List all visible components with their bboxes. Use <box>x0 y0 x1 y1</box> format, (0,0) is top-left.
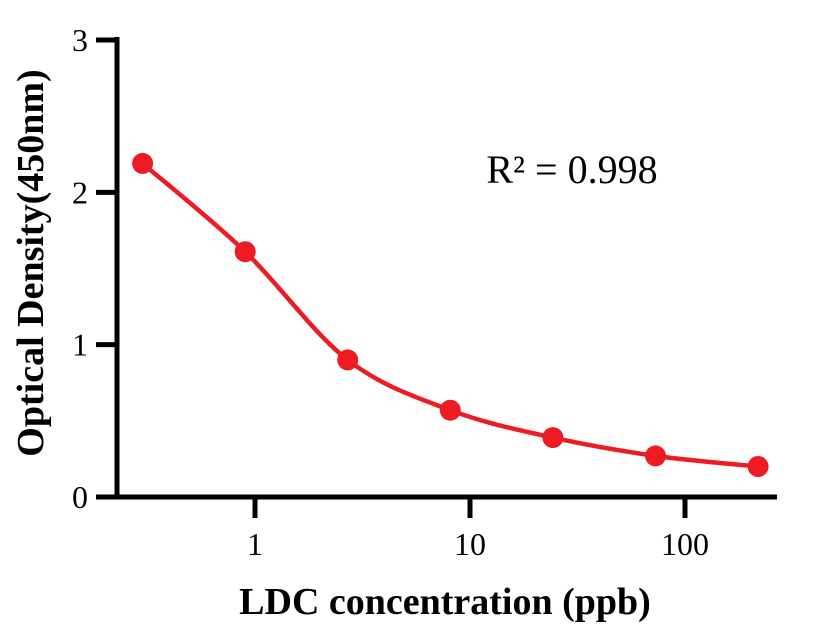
data-point-marker <box>132 152 154 174</box>
x-axis-title: LDC concentration (ppb) <box>239 581 651 623</box>
tick-labels: 0 1 2 3 1 10 100 <box>72 22 709 562</box>
data-points <box>132 152 769 477</box>
y-tick-label: 2 <box>72 174 88 210</box>
x-tick-label: 1 <box>247 526 263 562</box>
fit-curve-line <box>140 161 761 469</box>
data-point-marker <box>542 427 564 449</box>
y-tick-label: 3 <box>72 22 88 58</box>
x-tick-label: 10 <box>454 526 486 562</box>
axes <box>96 37 777 518</box>
data-point-marker <box>234 241 256 263</box>
y-axis-title: Optical Density(450nm) <box>10 69 52 456</box>
data-point-marker <box>439 399 461 421</box>
data-point-marker <box>645 445 666 467</box>
y-tick-label: 1 <box>72 327 88 363</box>
r-squared-annotation: R² = 0.998 <box>486 147 657 192</box>
y-tick-label: 0 <box>72 479 88 515</box>
data-point-marker <box>337 349 359 371</box>
x-tick-label: 100 <box>661 526 709 562</box>
data-point-marker <box>747 456 769 477</box>
